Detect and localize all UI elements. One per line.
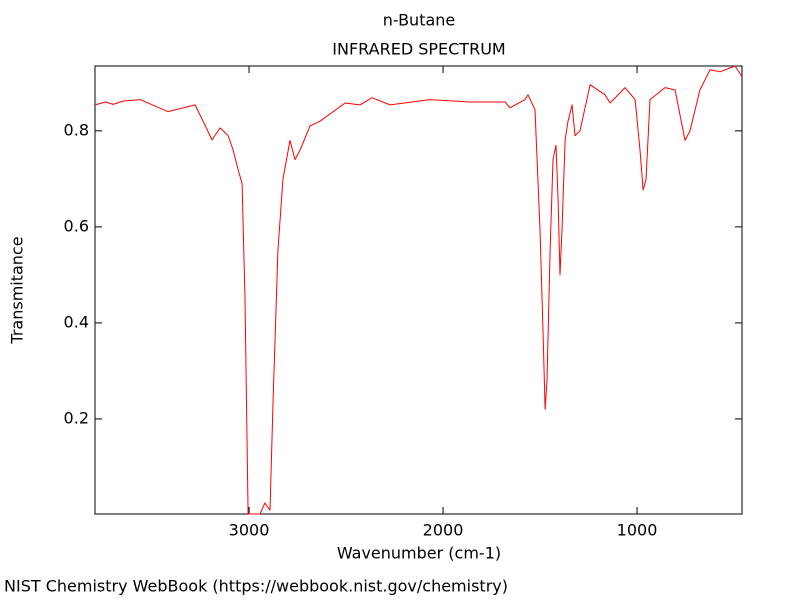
x-tick-label: 2000 [423, 521, 464, 540]
y-tick-label: 0.8 [64, 120, 89, 139]
chart-subtitle: INFRARED SPECTRUM [332, 40, 505, 59]
chart-title: n-Butane [383, 11, 456, 30]
spectrum-line [94, 65, 743, 515]
source-note: NIST Chemistry WebBook (https://webbook.… [4, 577, 508, 596]
x-axis-label: Wavenumber (cm-1) [337, 544, 501, 563]
y-tick-label: 0.4 [64, 312, 89, 331]
y-tick-label: 0.6 [64, 216, 89, 235]
y-axis-label: Transmitance [8, 236, 27, 344]
x-tick-label: 3000 [229, 521, 270, 540]
x-tick-label: 1000 [617, 521, 658, 540]
plot-frame [94, 65, 743, 515]
y-tick-label: 0.2 [64, 408, 89, 427]
